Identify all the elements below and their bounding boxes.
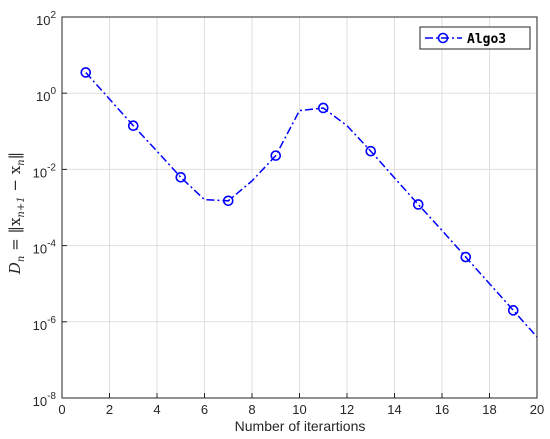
- series-layer: [80, 67, 538, 338]
- x-tick-label: 12: [340, 402, 354, 417]
- x-tick-label: 8: [248, 402, 255, 417]
- y-label-eq: = ‖x: [6, 217, 24, 256]
- y-axis-label: Dn = ‖xn+1 − xn‖: [6, 152, 27, 275]
- x-tick-label: 14: [387, 402, 401, 417]
- y-label-mid: − x: [6, 165, 24, 196]
- data-point-marker: [365, 145, 377, 157]
- y-tick-label: 10-8: [33, 391, 57, 409]
- x-tick-label: 16: [435, 402, 449, 417]
- axis-ticks: 0 2 4 6 8 10 12 14 16 18 20 10-8 10-6 10-4 10-2 100 102: [33, 10, 545, 417]
- x-tick-label: 4: [153, 402, 160, 417]
- x-tick-label: 0: [58, 402, 65, 417]
- y-label-end: ‖: [6, 152, 24, 160]
- svg-text:Dn = ‖xn+1 − xn‖: Dn = ‖xn+1 − xn‖: [6, 152, 27, 275]
- x-axis-label: Number of iterartions: [235, 418, 366, 434]
- data-point-marker: [80, 67, 92, 78]
- y-tick-label: 102: [36, 10, 56, 28]
- y-label-sub2: n: [16, 159, 27, 165]
- data-point-marker: [127, 120, 139, 132]
- y-tick-label: 10-4: [33, 239, 57, 257]
- y-label-lhs: D: [6, 262, 24, 275]
- legend: Algo3: [419, 26, 531, 50]
- y-label-sub1: n+1: [16, 196, 27, 217]
- y-tick-label: 10-6: [33, 315, 57, 333]
- y-tick-label: 10-2: [33, 162, 57, 180]
- legend-box: [419, 26, 531, 50]
- x-tick-label: 10: [292, 402, 306, 417]
- x-tick-label: 18: [482, 402, 496, 417]
- data-point-marker: [222, 195, 234, 207]
- series-line-algo3: [85, 72, 538, 338]
- data-point-marker: [317, 102, 329, 114]
- legend-label: Algo3: [467, 32, 506, 47]
- data-point-marker: [460, 251, 472, 263]
- data-point-marker: [175, 172, 187, 183]
- y-tick-label: 100: [36, 86, 56, 104]
- y-label-lhs-sub: n: [16, 256, 27, 262]
- data-point-marker: [270, 150, 282, 161]
- x-tick-label: 6: [201, 402, 208, 417]
- data-point-marker: [412, 199, 424, 210]
- data-point-marker: [507, 305, 519, 316]
- x-tick-label: 2: [106, 402, 113, 417]
- legend-marker-sample: [437, 32, 449, 44]
- x-tick-label: 20: [530, 402, 544, 417]
